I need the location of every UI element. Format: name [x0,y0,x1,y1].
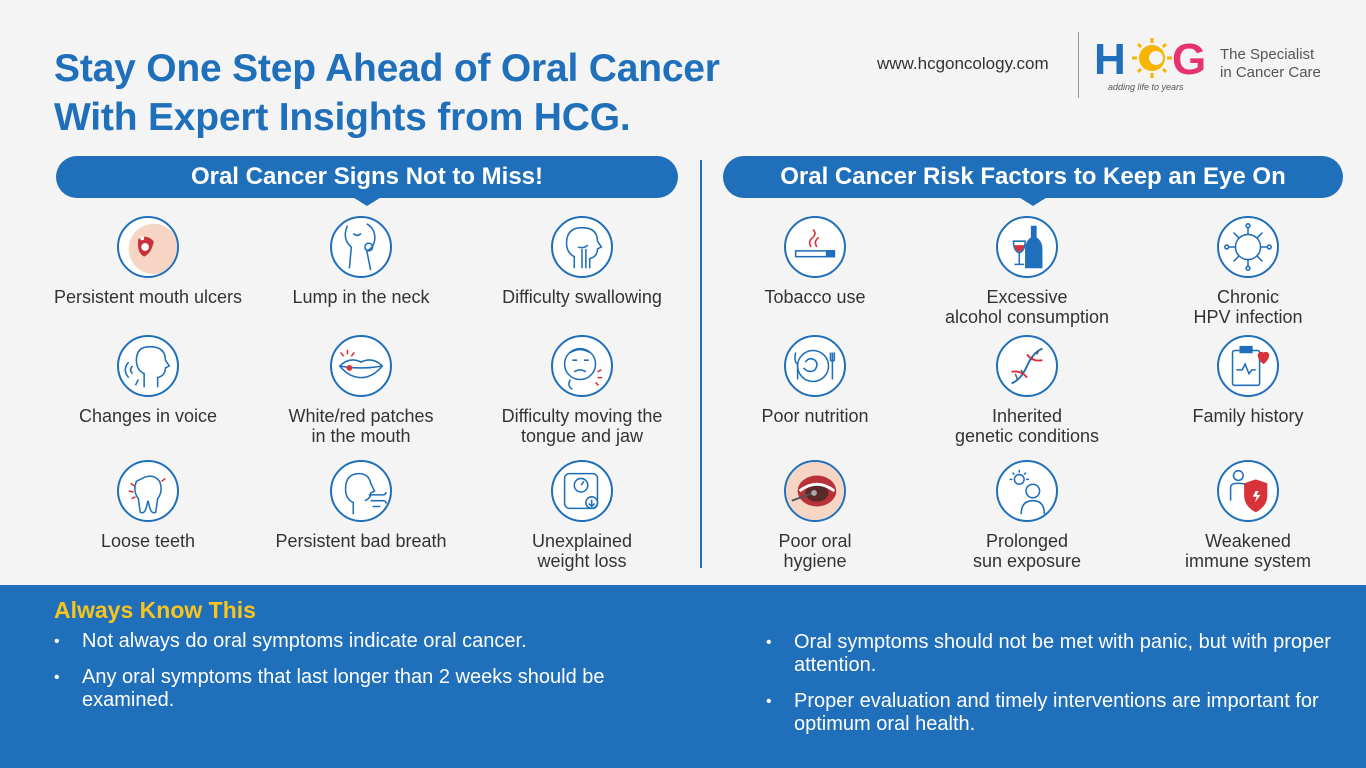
sign-label: Lump in the neck [292,287,430,307]
always-know-section: Always Know This Not always do oral symp… [0,585,1366,768]
specialist-line-2: in Cancer Care [1220,64,1321,81]
risk-label: Family history [1192,406,1304,426]
logo-g: G [1172,35,1206,82]
sign-label: Changes in voice [78,406,218,426]
logo-sun-icon [1132,38,1172,78]
always-know-list-left: Not always do oral symptoms indicate ora… [54,630,624,725]
risk-item-sun: Prolonged sun exposure [917,460,1137,571]
list-item: Oral symptoms should not be met with pan… [766,631,1336,677]
sign-label: Unexplained weight loss [531,531,633,571]
always-know-list-right: Oral symptoms should not be met with pan… [766,631,1336,749]
sign-label: White/red patches in the mouth [288,406,434,446]
oral-hygiene-icon [784,460,846,522]
list-item: Any oral symptoms that last longer than … [54,666,624,712]
risk-label: Poor oral hygiene [778,531,852,571]
title-line-1: Stay One Step Ahead of Oral Cancer [54,47,720,90]
sign-item-mouth-ulcers: Persistent mouth ulcers [38,216,258,307]
header-divider [1078,32,1079,98]
risk-item-family: Family history [1138,335,1358,426]
family-history-icon [1217,335,1279,397]
risk-item-oral-hygiene: Poor oral hygiene [705,460,925,571]
hcg-logo: H G adding life to years [1094,34,1212,94]
risk-label: Weakened immune system [1184,531,1312,571]
risk-item-immune: Weakened immune system [1138,460,1358,571]
sign-item-jaw: Difficulty moving the tongue and jaw [472,335,692,446]
dna-icon [996,335,1058,397]
swallowing-icon [551,216,613,278]
specialist-text: The Specialist in Cancer Care [1220,46,1321,82]
risk-item-nutrition: Poor nutrition [705,335,925,426]
risks-heading: Oral Cancer Risk Factors to Keep an Eye … [723,156,1343,206]
list-item: Not always do oral symptoms indicate ora… [54,630,624,653]
jaw-pain-icon [551,335,613,397]
cigarette-icon [784,216,846,278]
title-line-2: With Expert Insights from HCG. [54,96,631,139]
page-title: Stay One Step Ahead of Oral Cancer With … [54,44,720,142]
weight-scale-icon [551,460,613,522]
risk-label: Poor nutrition [761,406,869,426]
lips-patch-icon [330,335,392,397]
risk-item-genetic: Inherited genetic conditions [917,335,1137,446]
neck-lump-icon [330,216,392,278]
virus-icon [1217,216,1279,278]
column-divider [700,160,702,568]
sun-exposure-icon [996,460,1058,522]
loose-tooth-icon [117,460,179,522]
sign-label: Loose teeth [100,531,196,551]
risk-label: Chronic HPV infection [1193,287,1303,327]
list-item: Proper evaluation and timely interventio… [766,690,1336,736]
mouth-ulcer-icon [117,216,179,278]
risk-label: Prolonged sun exposure [972,531,1082,571]
specialist-line-1: The Specialist [1220,46,1315,63]
risk-label: Tobacco use [764,287,866,307]
sign-item-voice: Changes in voice [38,335,258,426]
always-know-heading: Always Know This [54,597,256,623]
sign-item-swallowing: Difficulty swallowing [472,216,692,307]
sign-item-patches: White/red patches in the mouth [251,335,471,446]
alcohol-icon [996,216,1058,278]
risk-label: Excessive alcohol consumption [944,287,1110,327]
sign-item-bad-breath: Persistent bad breath [251,460,471,551]
sign-label: Difficulty moving the tongue and jaw [501,406,663,446]
sign-item-neck-lump: Lump in the neck [251,216,471,307]
signs-heading: Oral Cancer Signs Not to Miss! [56,156,678,206]
nutrition-icon [784,335,846,397]
risk-label: Inherited genetic conditions [954,406,1100,446]
sign-label: Persistent bad breath [275,531,447,551]
sign-label: Difficulty swallowing [502,287,662,307]
sign-label: Persistent mouth ulcers [53,287,243,307]
logo-h: H [1094,35,1126,82]
website-link[interactable]: www.hcgoncology.com [877,54,1049,73]
voice-change-icon [117,335,179,397]
bad-breath-icon [330,460,392,522]
risk-item-tobacco: Tobacco use [705,216,925,307]
sign-item-loose-teeth: Loose teeth [38,460,258,551]
weak-immunity-icon [1217,460,1279,522]
risk-item-hpv: Chronic HPV infection [1138,216,1358,327]
logo-tagline: adding life to years [1108,82,1184,92]
risk-item-alcohol: Excessive alcohol consumption [917,216,1137,327]
sign-item-weight-loss: Unexplained weight loss [472,460,692,571]
